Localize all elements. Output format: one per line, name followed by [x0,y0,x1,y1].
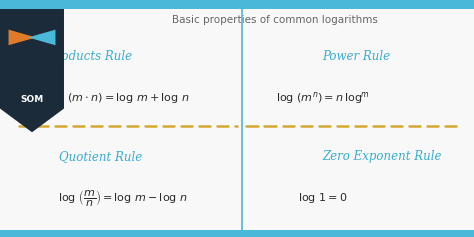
Bar [0,230,474,237]
Text: Zero Exponent Rule: Zero Exponent Rule [322,150,442,163]
Polygon shape [9,30,36,45]
Text: $\log\,(m^n) = n\,\log^{\!m}$: $\log\,(m^n) = n\,\log^{\!m}$ [276,90,369,106]
Text: SOM: SOM [20,95,44,104]
Text: Products Rule: Products Rule [49,50,133,63]
Polygon shape [0,9,64,132]
Polygon shape [28,30,55,45]
Text: $\log\,1 = 0$: $\log\,1 = 0$ [298,191,347,205]
Text: Basic properties of common logarithms: Basic properties of common logarithms [172,15,378,25]
Bar [0,0,474,9]
Text: Power Rule: Power Rule [322,50,391,63]
Text: Quotient Rule: Quotient Rule [59,150,142,163]
Text: $\log\,\left(\dfrac{m}{n}\right) = \log\,m - \log\,n$: $\log\,\left(\dfrac{m}{n}\right) = \log\… [58,188,188,208]
Text: $\log\,(m \cdot n) = \log\,m + \log\,n$: $\log\,(m \cdot n) = \log\,m + \log\,n$ [47,91,190,105]
